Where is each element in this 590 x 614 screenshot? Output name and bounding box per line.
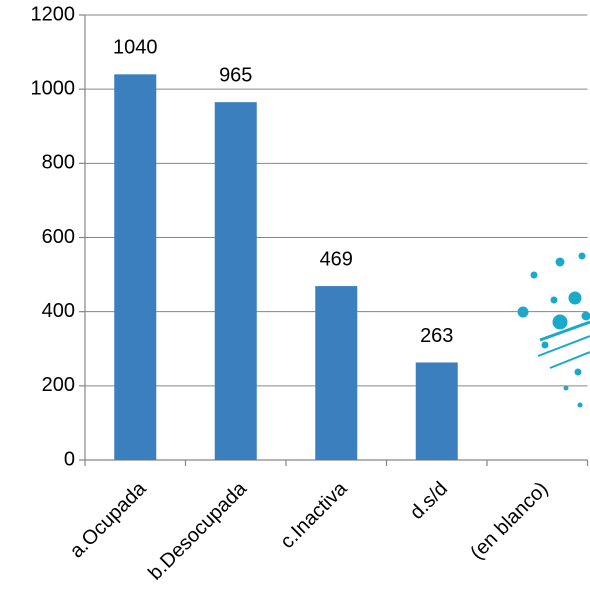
data-label: 1040 (113, 37, 158, 59)
x-tick-label: a.Ocupada (66, 477, 151, 562)
bar (114, 74, 157, 460)
bar (214, 102, 257, 460)
data-label: 263 (420, 325, 453, 347)
x-tick-label: c.Inactiva (276, 477, 352, 553)
y-tick-label: 1200 (31, 3, 76, 25)
y-tick-label: 600 (42, 226, 75, 248)
data-label: 469 (320, 248, 353, 270)
y-tick-label: 400 (42, 300, 75, 322)
y-tick-label: 800 (42, 152, 75, 174)
x-tick-label: d.s/d (406, 478, 452, 524)
x-tick-label: (en blanco) (466, 478, 552, 564)
bar (415, 362, 458, 460)
y-tick-label: 200 (42, 374, 75, 396)
y-tick-label: 1000 (31, 77, 76, 99)
x-tick-label: b.Desocupada (144, 477, 251, 584)
bar (315, 286, 358, 460)
splash-decoration (517, 252, 590, 408)
y-tick-label: 0 (64, 448, 75, 470)
data-label: 965 (219, 64, 252, 86)
